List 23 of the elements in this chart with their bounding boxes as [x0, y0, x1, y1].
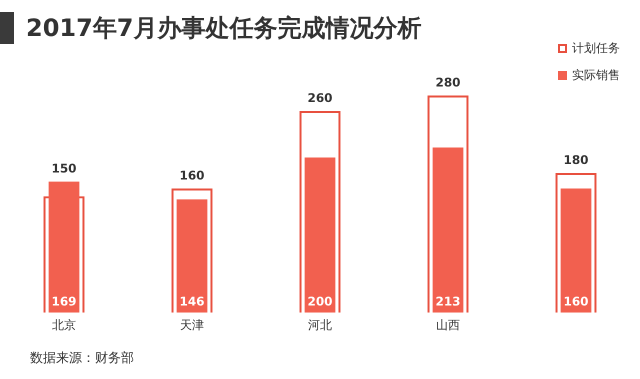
- data-label: 260: [307, 91, 333, 106]
- data-label: 150: [51, 162, 77, 176]
- data-label: 146: [179, 294, 205, 309]
- x-tick-label: 河北: [308, 318, 332, 332]
- legend-label: 实际销售: [572, 67, 620, 84]
- legend-label: 计划任务: [572, 40, 620, 57]
- source-note: 数据来源：财务部: [30, 350, 134, 367]
- bar: [304, 158, 336, 313]
- x-tick-label: 北京: [52, 318, 76, 332]
- data-label: 169: [51, 294, 77, 309]
- bar: [48, 182, 80, 313]
- chart-title: 2017年7月办事处任务完成情况分析: [26, 13, 422, 44]
- bar: [176, 199, 208, 313]
- data-label: 180: [563, 153, 589, 168]
- bar: [560, 188, 592, 313]
- x-tick-label: 天津: [180, 318, 204, 332]
- bar: [432, 147, 464, 313]
- data-label: 280: [435, 76, 461, 90]
- data-label: 200: [307, 294, 333, 309]
- data-label: 213: [435, 294, 461, 309]
- x-tick-label: 山西: [436, 318, 460, 332]
- data-label: 160: [179, 168, 205, 183]
- data-label: 160: [563, 294, 589, 309]
